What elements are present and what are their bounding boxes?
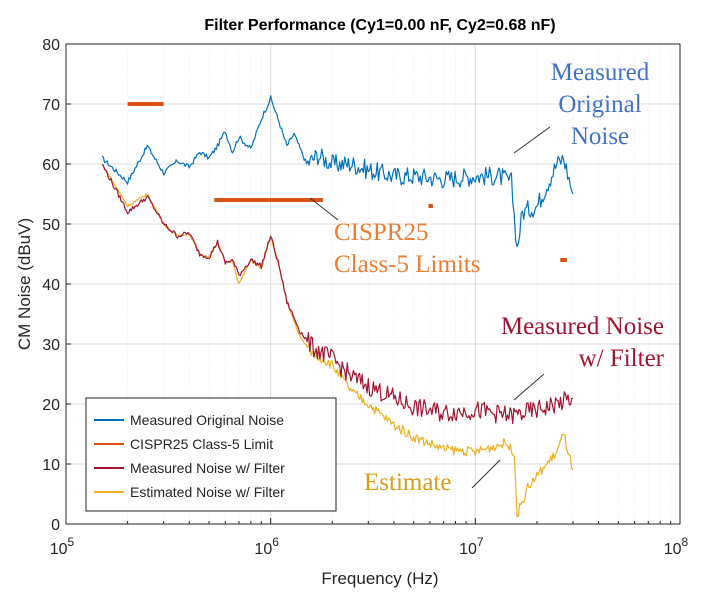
y-tick-label: 60 <box>42 157 60 174</box>
annotation-estimate: Estimate <box>364 469 451 496</box>
x-axis-title: Frequency (Hz) <box>321 569 438 588</box>
y-tick-label: 20 <box>42 397 60 414</box>
y-tick-label: 80 <box>42 37 60 54</box>
legend: Measured Original Noise CISPR25 Class-5 … <box>85 397 337 512</box>
axis-ticks: 0 10 20 30 40 50 60 70 80 105 106 107 108 <box>42 37 688 558</box>
annotation-leader-filter <box>513 373 545 401</box>
annotation-measured-noise: Measured Noise <box>501 313 664 340</box>
annotation-leader-original <box>513 126 551 154</box>
annotation-leader-cispr <box>309 197 339 221</box>
series-measured-original-noise <box>101 95 574 248</box>
x-tick-label: 105 <box>50 535 75 558</box>
series-layer <box>101 95 574 518</box>
annotation-class5-limits: Class-5 Limits <box>334 251 481 278</box>
x-tick-label: 108 <box>664 535 689 558</box>
y-tick-label: 0 <box>51 517 60 534</box>
y-tick-label: 10 <box>42 457 60 474</box>
annotation-cispr25: CISPR25 <box>334 219 428 246</box>
y-tick-label: 40 <box>42 277 60 294</box>
chart-title: Filter Performance (Cy1=0.00 nF, Cy2=0.6… <box>204 17 555 34</box>
legend-box <box>85 397 337 512</box>
annotation-noise: Noise <box>571 123 629 150</box>
legend-label-estimated-filter: Estimated Noise w/ Filter <box>130 484 285 500</box>
y-tick-label: 70 <box>42 97 60 114</box>
y-axis-title: CM Noise (dBuV) <box>15 218 34 350</box>
y-tick-label: 50 <box>42 217 60 234</box>
annotation-original: Original <box>558 91 641 118</box>
y-tick-label: 30 <box>42 337 60 354</box>
annotation-w-filter: w/ Filter <box>579 345 665 372</box>
legend-label-original: Measured Original Noise <box>130 412 284 428</box>
annotation-leader-estimate <box>471 459 501 489</box>
x-tick-label: 106 <box>254 535 279 558</box>
legend-label-measured-filter: Measured Noise w/ Filter <box>130 460 285 476</box>
annotation-measured: Measured <box>551 59 650 86</box>
legend-label-cispr: CISPR25 Class-5 Limit <box>130 436 273 452</box>
series-measured-noise-filter <box>101 164 574 425</box>
x-tick-label: 107 <box>459 535 484 558</box>
